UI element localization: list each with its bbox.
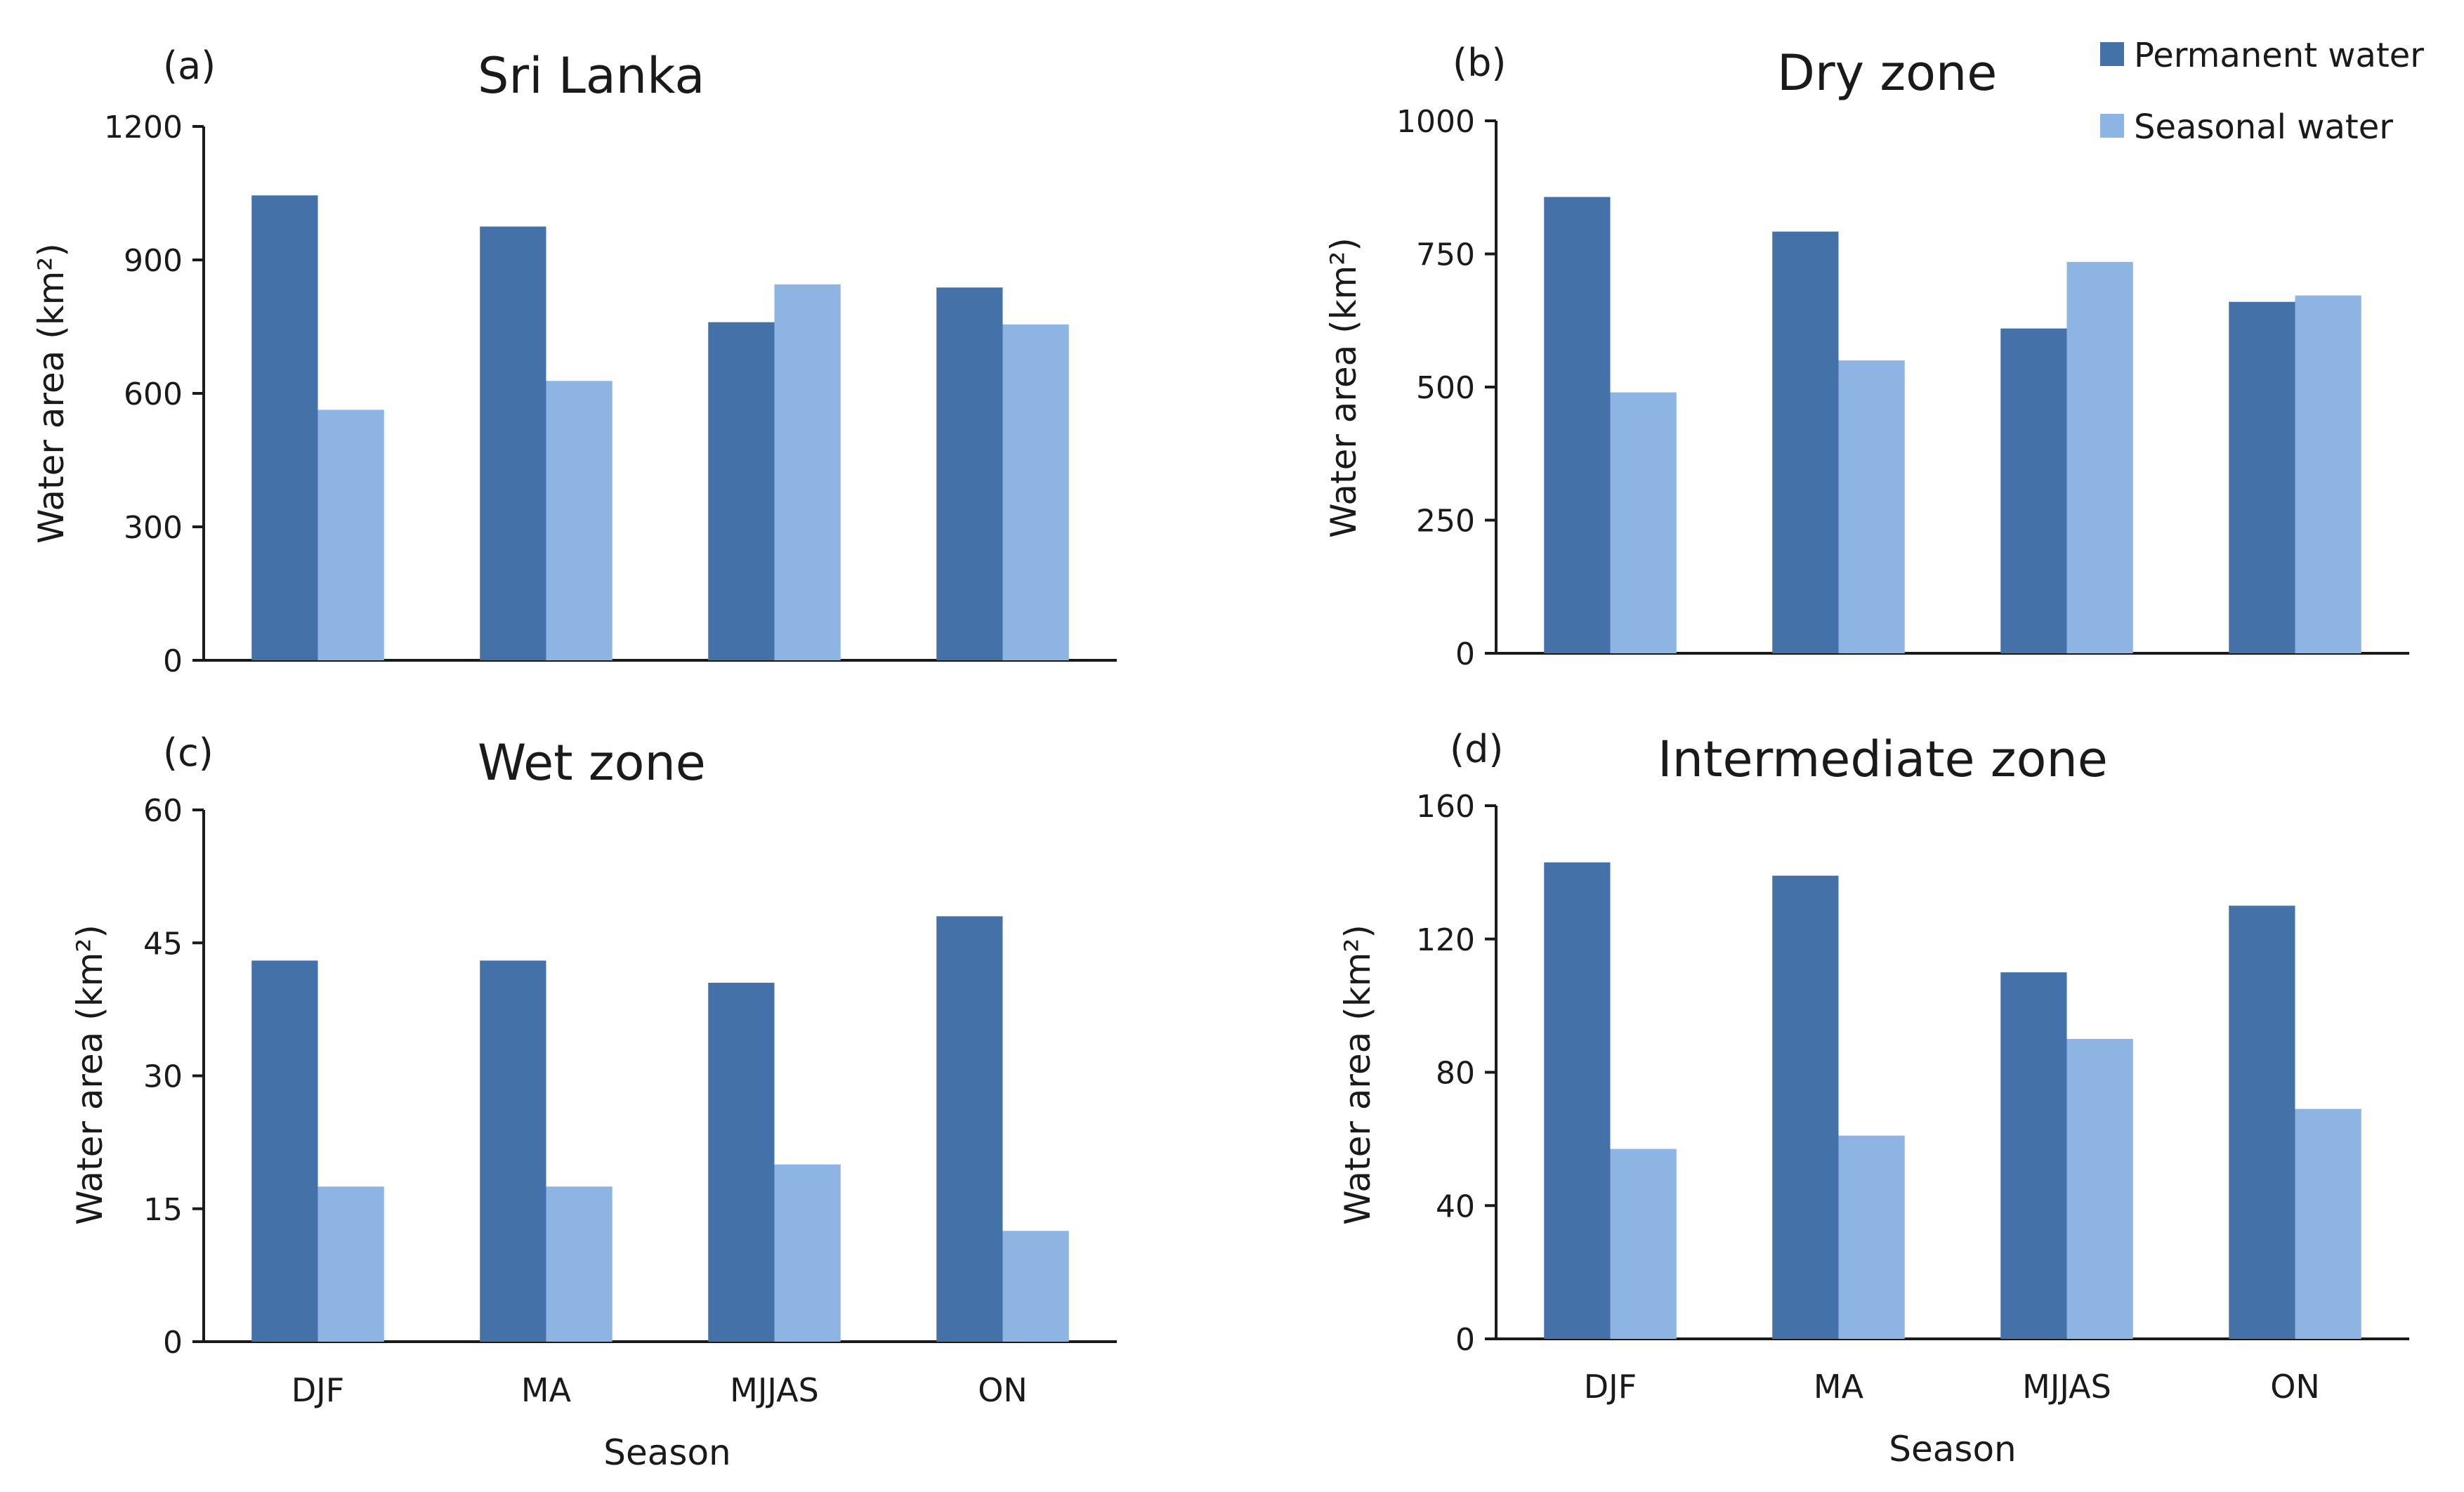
y-tick-label: 1200 <box>104 110 183 145</box>
y-tick-label: 750 <box>1416 237 1475 273</box>
y-tick-label: 0 <box>1455 1322 1475 1358</box>
bar-permanent-ma <box>1772 231 1839 653</box>
bar-permanent-djf <box>1544 197 1611 653</box>
bar-permanent-djf <box>251 960 318 1342</box>
y-tick-label: 500 <box>1416 370 1475 406</box>
x-category-label: ON <box>978 1371 1028 1409</box>
y-tick-label: 80 <box>1436 1056 1475 1092</box>
x-axis-title: Season <box>1889 1429 2016 1470</box>
bar-seasonal-djf <box>317 1186 384 1342</box>
x-category-label: ON <box>2270 1368 2320 1406</box>
y-tick-label: 45 <box>143 926 183 962</box>
bar-seasonal-on <box>2295 1108 2361 1339</box>
legend-swatch-seasonal <box>2100 114 2124 138</box>
bar-permanent-ma <box>480 960 546 1342</box>
bar-seasonal-mjjas <box>2066 261 2133 653</box>
bar-seasonal-djf <box>1610 1149 1677 1339</box>
bar-seasonal-ma <box>546 381 612 660</box>
bar-permanent-mjjas <box>2000 328 2067 653</box>
y-tick-label: 120 <box>1416 922 1475 958</box>
y-tick-label: 15 <box>143 1192 183 1228</box>
x-category-label: MA <box>1814 1368 1864 1406</box>
y-tick-label: 30 <box>143 1059 183 1095</box>
bar-permanent-ma <box>480 226 546 660</box>
bar-permanent-mjjas <box>708 322 775 660</box>
x-category-label: MA <box>521 1371 572 1409</box>
chart-title: Sri Lanka <box>478 47 705 105</box>
bar-seasonal-on <box>2295 295 2361 653</box>
bar-seasonal-ma <box>546 1186 612 1342</box>
y-tick-label: 0 <box>163 643 183 679</box>
legend-label-seasonal: Seasonal water <box>2134 107 2393 147</box>
y-tick-label: 300 <box>124 510 183 546</box>
y-tick-label: 250 <box>1416 504 1475 539</box>
panel-tag: (b) <box>1453 41 1506 85</box>
y-tick-label: 40 <box>1436 1189 1475 1224</box>
legend-label-permanent: Permanent water <box>2134 36 2424 75</box>
y-tick-label: 0 <box>163 1325 183 1361</box>
panel-tag: (a) <box>163 44 216 88</box>
y-tick-label: 60 <box>143 793 183 829</box>
legend-swatch-permanent <box>2100 42 2124 66</box>
legend: Permanent water Seasonal water <box>2100 36 2424 147</box>
bar-seasonal-djf <box>1610 392 1677 653</box>
chart-title: Wet zone <box>478 734 706 792</box>
bar-permanent-on <box>936 287 1003 660</box>
chart-panel-b: (b) Dry zone Water area (km²) 0 250 500 750… <box>1323 41 2409 672</box>
y-tick-label: 900 <box>124 243 183 279</box>
chart-panel-d: (d) Intermediate zone Water area (km²) S… <box>1337 727 2409 1470</box>
chart-title: Dry zone <box>1777 44 1997 102</box>
bar-seasonal-on <box>1002 1231 1069 1342</box>
bar-seasonal-mjjas <box>2066 1039 2133 1339</box>
bar-permanent-on <box>2229 301 2295 653</box>
bar-seasonal-mjjas <box>774 284 841 660</box>
x-axis-title: Season <box>603 1432 730 1473</box>
y-axis-title: Water area (km²) <box>70 924 110 1225</box>
y-axis-title: Water area (km²) <box>1337 924 1378 1225</box>
bar-permanent-mjjas <box>708 983 775 1342</box>
chart-panel-a: (a) Sri Lanka Water area (km²) 0 300 600 90… <box>31 44 1117 679</box>
chart-panel-c: (c) Wet zone Water area (km²) Season 0 15… <box>70 731 1117 1473</box>
bar-permanent-djf <box>1544 862 1611 1339</box>
bar-permanent-on <box>2229 905 2295 1339</box>
bar-seasonal-ma <box>1838 1135 1905 1339</box>
y-axis-title: Water area (km²) <box>1323 237 1364 538</box>
bar-seasonal-on <box>1002 324 1069 660</box>
bar-permanent-on <box>936 916 1003 1342</box>
chart-title: Intermediate zone <box>1658 731 2108 788</box>
x-category-label: DJF <box>291 1371 344 1409</box>
x-category-label: MJJAS <box>730 1371 819 1409</box>
bar-seasonal-djf <box>317 410 384 660</box>
y-tick-label: 600 <box>124 377 183 412</box>
y-tick-label: 0 <box>1455 636 1475 672</box>
panel-tag: (d) <box>1450 727 1503 771</box>
bar-seasonal-ma <box>1838 360 1905 653</box>
y-tick-label: 160 <box>1416 789 1475 825</box>
bar-permanent-mjjas <box>2000 972 2067 1339</box>
bar-permanent-djf <box>251 195 318 661</box>
y-axis-title: Water area (km²) <box>31 243 72 544</box>
x-category-label: MJJAS <box>2022 1368 2111 1406</box>
bar-permanent-ma <box>1772 875 1839 1339</box>
x-category-label: DJF <box>1584 1368 1637 1406</box>
bar-seasonal-mjjas <box>774 1164 841 1342</box>
y-tick-label: 1000 <box>1396 104 1475 140</box>
panel-tag: (c) <box>163 731 214 775</box>
